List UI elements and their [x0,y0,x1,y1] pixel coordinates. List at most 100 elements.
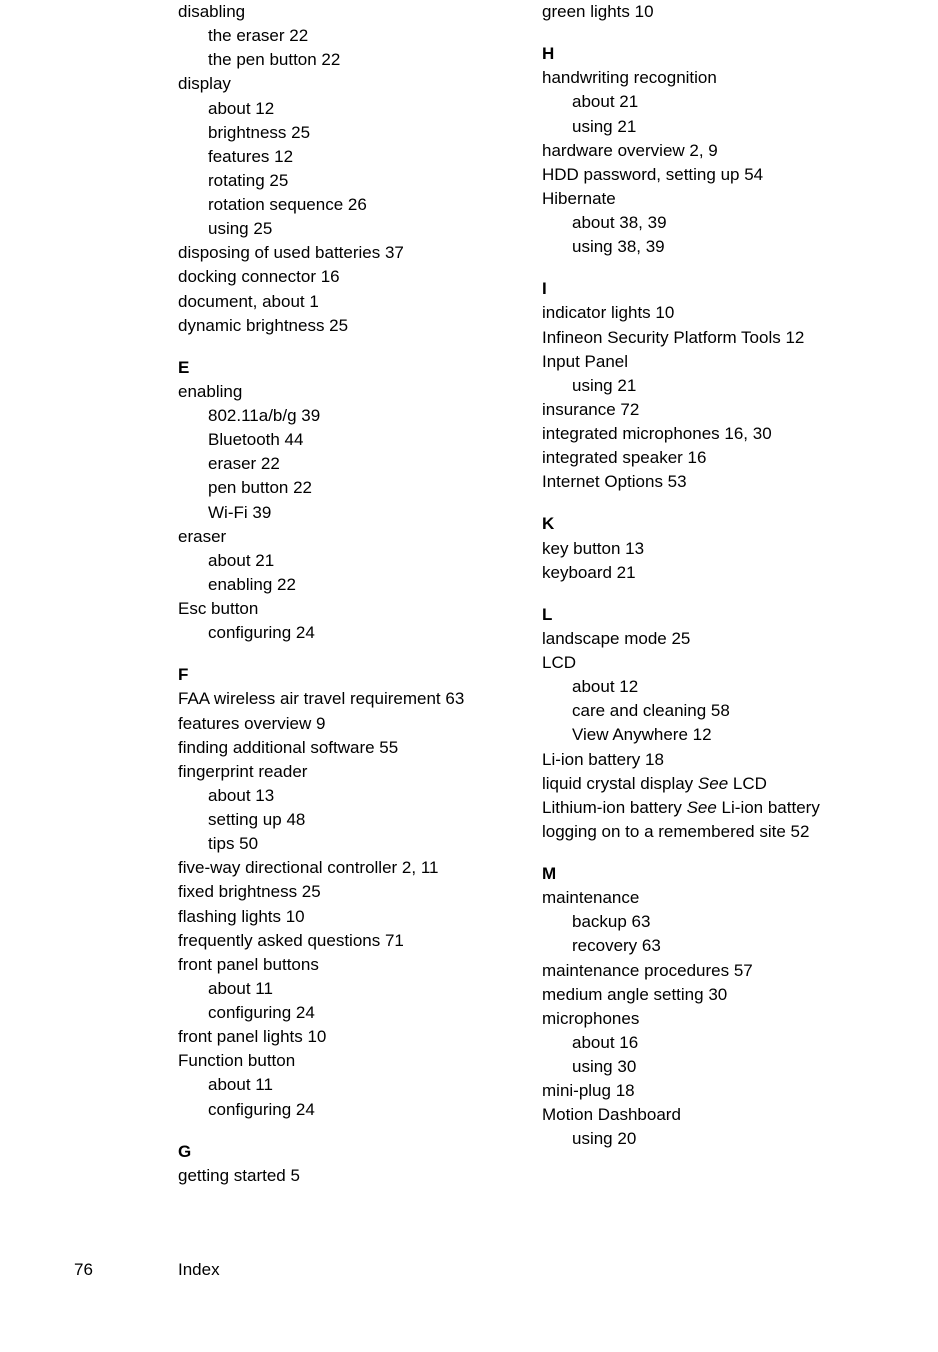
index-entry-see: See [687,798,717,817]
index-letter-heading: I [542,277,868,301]
index-subentry: using 25 [208,217,504,241]
index-subentry: setting up 48 [208,808,504,832]
index-entry: Esc button [178,597,504,621]
index-entry: green lights 10 [542,0,868,24]
index-entry: frequently asked questions 71 [178,929,504,953]
index-subentry: configuring 24 [208,1098,504,1122]
index-entry: features overview 9 [178,712,504,736]
index-entry: LCD [542,651,868,675]
index-entry: display [178,72,504,96]
index-entry-text: Li-ion battery [717,798,820,817]
index-subentry: about 13 [208,784,504,808]
index-entry: disposing of used batteries 37 [178,241,504,265]
index-entry: landscape mode 25 [542,627,868,651]
index-entry: enabling [178,380,504,404]
index-subentry: about 11 [208,977,504,1001]
index-subentry: about 12 [572,675,868,699]
index-entry: maintenance procedures 57 [542,959,868,983]
index-subentry: brightness 25 [208,121,504,145]
index-entry: integrated microphones 16, 30 [542,422,868,446]
index-columns: disablingthe eraser 22the pen button 22d… [178,0,868,1188]
index-entry: hardware overview 2, 9 [542,139,868,163]
index-entry: Input Panel [542,350,868,374]
index-subentry: care and cleaning 58 [572,699,868,723]
index-entry: front panel lights 10 [178,1025,504,1049]
index-entry: dynamic brightness 25 [178,314,504,338]
index-subentry: using 38, 39 [572,235,868,259]
index-subentry: 802.11a/b/g 39 [208,404,504,428]
index-letter-heading: F [178,663,504,687]
index-letter-heading: K [542,512,868,536]
index-letter-heading: E [178,356,504,380]
index-entry: liquid crystal display See LCD [542,772,868,796]
index-subentry: rotating 25 [208,169,504,193]
index-subentry: about 21 [208,549,504,573]
footer-section-label: Index [178,1258,220,1282]
index-entry: disabling [178,0,504,24]
index-entry: docking connector 16 [178,265,504,289]
index-entry: flashing lights 10 [178,905,504,929]
index-subentry: about 11 [208,1073,504,1097]
index-subentry: backup 63 [572,910,868,934]
index-entry: Motion Dashboard [542,1103,868,1127]
index-entry: microphones [542,1007,868,1031]
index-entry: five-way directional controller 2, 11 [178,856,504,880]
index-subentry: configuring 24 [208,1001,504,1025]
index-subentry: Wi-Fi 39 [208,501,504,525]
index-entry: integrated speaker 16 [542,446,868,470]
index-letter-heading: H [542,42,868,66]
index-entry: keyboard 21 [542,561,868,585]
index-subentry: rotation sequence 26 [208,193,504,217]
page-number: 76 [74,1258,93,1282]
index-subentry: using 21 [572,374,868,398]
index-subentry: eraser 22 [208,452,504,476]
index-entry-text: LCD [728,774,767,793]
index-entry: medium angle setting 30 [542,983,868,1007]
index-entry-text: Lithium-ion battery [542,798,687,817]
index-entry: finding additional software 55 [178,736,504,760]
index-subentry: about 38, 39 [572,211,868,235]
index-subentry: the pen button 22 [208,48,504,72]
index-entry: Internet Options 53 [542,470,868,494]
index-entry: indicator lights 10 [542,301,868,325]
index-column-right: green lights 10Hhandwriting recognitiona… [542,0,868,1188]
index-entry: mini-plug 18 [542,1079,868,1103]
index-entry: document, about 1 [178,290,504,314]
index-subentry: View Anywhere 12 [572,723,868,747]
index-entry: handwriting recognition [542,66,868,90]
index-subentry: recovery 63 [572,934,868,958]
page-footer: 76 Index [0,1258,938,1282]
index-entry: Hibernate [542,187,868,211]
index-entry: Lithium-ion battery See Li-ion battery [542,796,868,820]
index-subentry: using 20 [572,1127,868,1151]
index-subentry: about 21 [572,90,868,114]
index-entry: insurance 72 [542,398,868,422]
index-subentry: enabling 22 [208,573,504,597]
index-entry-see: See [698,774,728,793]
index-subentry: Bluetooth 44 [208,428,504,452]
index-page: disablingthe eraser 22the pen button 22d… [0,0,938,1218]
index-entry: maintenance [542,886,868,910]
index-letter-heading: G [178,1140,504,1164]
index-entry: FAA wireless air travel requirement 63 [178,687,504,711]
index-letter-heading: L [542,603,868,627]
index-entry: logging on to a remembered site 52 [542,820,868,844]
index-entry: fixed brightness 25 [178,880,504,904]
index-subentry: about 16 [572,1031,868,1055]
index-letter-heading: M [542,862,868,886]
index-subentry: about 12 [208,97,504,121]
index-subentry: configuring 24 [208,621,504,645]
index-entry: fingerprint reader [178,760,504,784]
index-subentry: the eraser 22 [208,24,504,48]
index-subentry: using 30 [572,1055,868,1079]
index-subentry: tips 50 [208,832,504,856]
index-entry: HDD password, setting up 54 [542,163,868,187]
index-entry: Li-ion battery 18 [542,748,868,772]
index-entry-text: liquid crystal display [542,774,698,793]
index-subentry: pen button 22 [208,476,504,500]
index-entry: key button 13 [542,537,868,561]
index-column-left: disablingthe eraser 22the pen button 22d… [178,0,504,1188]
index-subentry: features 12 [208,145,504,169]
index-entry: front panel buttons [178,953,504,977]
index-entry: Function button [178,1049,504,1073]
